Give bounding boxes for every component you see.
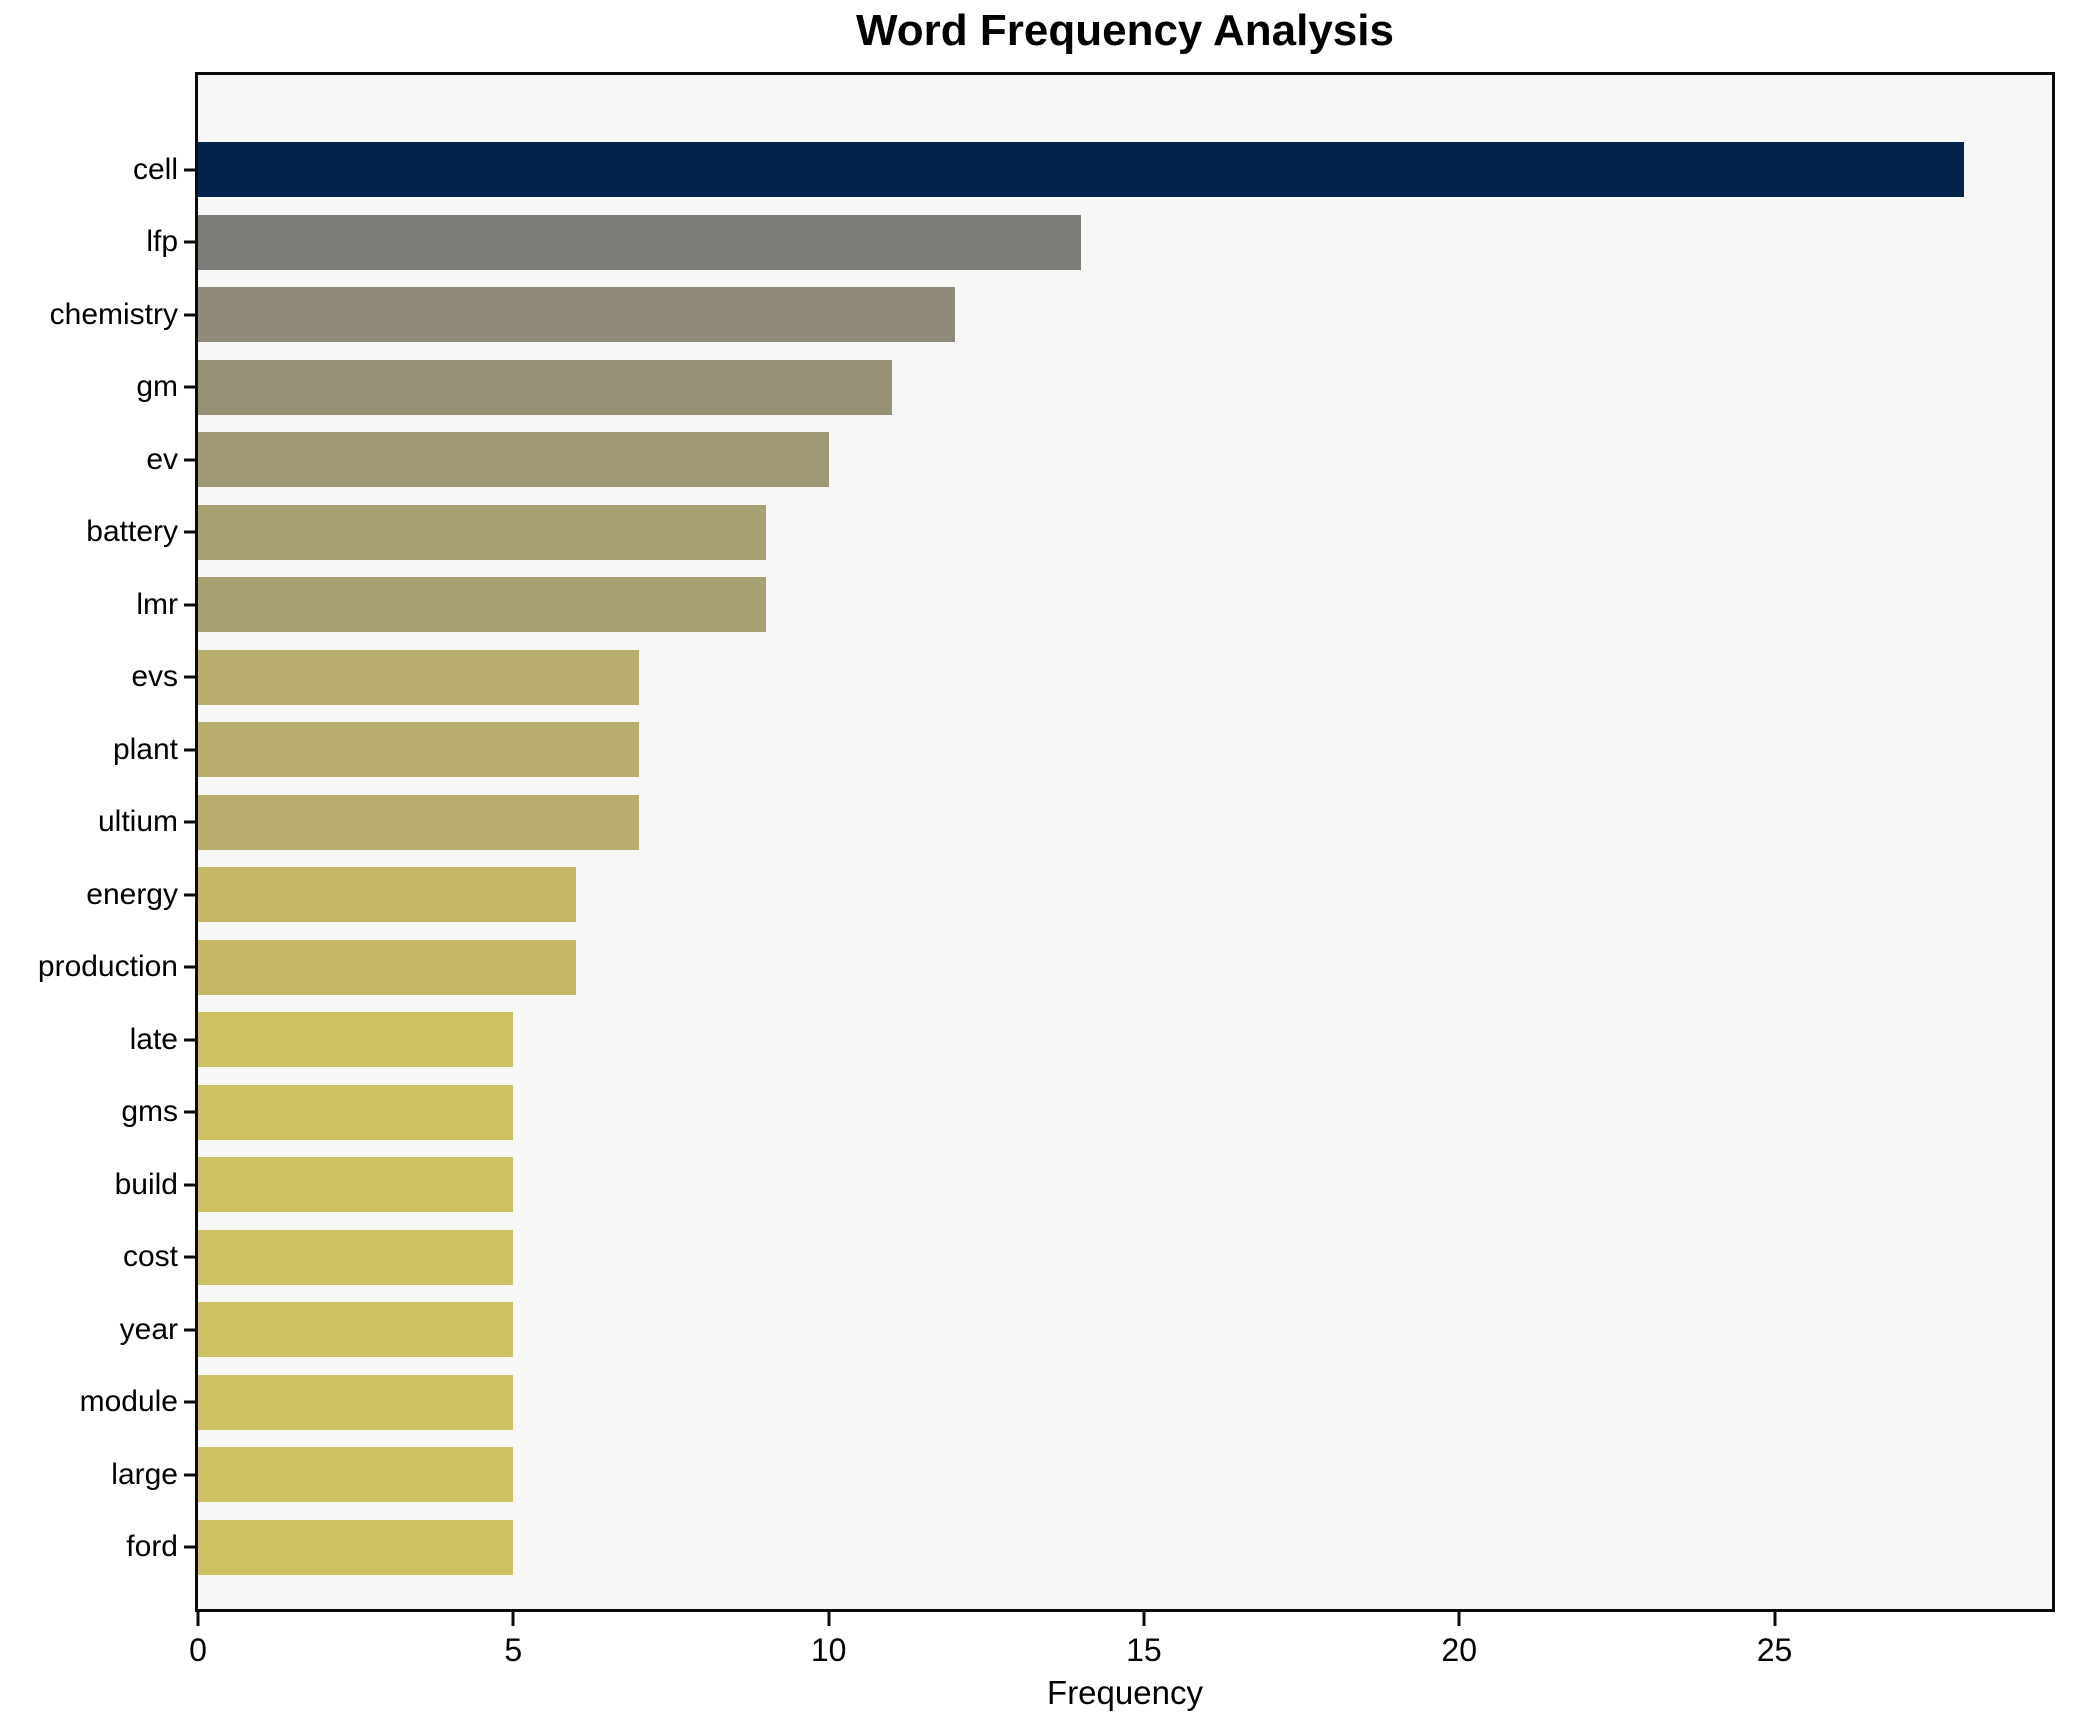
chart-title: Word Frequency Analysis [856, 6, 1394, 55]
y-tick-mark [184, 458, 195, 461]
bar-evs [198, 649, 640, 705]
bar-energy [198, 867, 577, 922]
bar-gm [198, 359, 892, 415]
bar-chemistry [198, 287, 955, 342]
y-tick-mark [184, 1038, 195, 1041]
bar-build [198, 1157, 514, 1212]
y-tick-mark [184, 385, 195, 389]
x-tick-mark [1773, 1612, 1777, 1626]
y-tick-mark [184, 1110, 195, 1114]
x-tick-mark [1457, 1612, 1461, 1626]
y-tick-mark [184, 1545, 195, 1549]
bar-ev [198, 432, 829, 487]
y-label-production: production [37, 950, 178, 983]
y-label-year: year [119, 1312, 178, 1346]
y-tick-mark [184, 965, 195, 969]
y-label-module: module [79, 1385, 178, 1418]
bar-module [198, 1374, 514, 1430]
bar-production [198, 939, 577, 995]
y-label-cost: cost [122, 1240, 178, 1273]
bar-large [198, 1447, 514, 1502]
x-tick-label-10: 10 [810, 1632, 847, 1668]
y-axis-labels: cell lfp chemistry gm ev battery lmr evs plant ul… [0, 72, 178, 1612]
y-label-evs: evs [131, 660, 178, 693]
y-tick-mark [184, 1255, 195, 1259]
y-label-build: build [114, 1167, 178, 1201]
y-tick-mark [184, 748, 195, 751]
bar-gms [198, 1084, 514, 1140]
bar-battery [198, 504, 766, 560]
y-label-ev: ev [146, 442, 178, 476]
x-tick-label-5: 5 [504, 1632, 523, 1668]
y-label-lfp: lfp [146, 225, 178, 258]
y-tick-mark [184, 820, 195, 824]
y-label-chemistry: chemistry [49, 297, 178, 331]
x-tick-mark [511, 1612, 515, 1626]
bar-plant [198, 722, 640, 777]
y-tick-mark [184, 168, 195, 171]
y-tick-mark [184, 1400, 195, 1404]
y-tick-mark [184, 603, 195, 606]
y-tick-mark [184, 530, 195, 534]
bar-year [198, 1302, 514, 1357]
x-tick-mark [827, 1612, 831, 1626]
y-label-cell: cell [132, 152, 178, 186]
x-tick-label-15: 15 [1126, 1632, 1162, 1668]
y-label-large: large [111, 1457, 178, 1491]
y-label-lmr: lmr [136, 587, 178, 621]
x-tick-mark [196, 1612, 200, 1626]
y-tick-mark [184, 1473, 195, 1476]
y-label-ford: ford [126, 1530, 178, 1563]
bar-lmr [198, 577, 766, 632]
y-label-gms: gms [121, 1095, 178, 1128]
x-tick-label-20: 20 [1441, 1632, 1478, 1668]
y-label-energy: energy [86, 877, 178, 911]
y-label-ultium: ultium [97, 805, 178, 838]
y-label-plant: plant [112, 732, 178, 766]
y-tick-mark [184, 1328, 195, 1331]
bar-ultium [198, 794, 640, 850]
x-tick-label-25: 25 [1756, 1632, 1793, 1668]
y-tick-mark [184, 675, 195, 679]
y-label-late: late [129, 1022, 178, 1056]
x-tick-label-0: 0 [189, 1632, 207, 1668]
bar-lfp [198, 214, 1081, 270]
bar-ford [198, 1519, 514, 1575]
x-axis-label: Frequency [1047, 1674, 1203, 1711]
y-tick-mark [184, 1183, 195, 1186]
y-label-gm: gm [136, 370, 178, 403]
bar-cost [198, 1229, 514, 1285]
plot-area [195, 72, 2055, 1612]
y-label-battery: battery [86, 515, 178, 548]
bar-late [198, 1012, 514, 1067]
y-tick-mark [184, 240, 195, 244]
x-tick-mark [1142, 1612, 1146, 1626]
bar-cell [198, 142, 1964, 197]
y-tick-mark [184, 893, 195, 896]
y-tick-mark [184, 313, 195, 316]
